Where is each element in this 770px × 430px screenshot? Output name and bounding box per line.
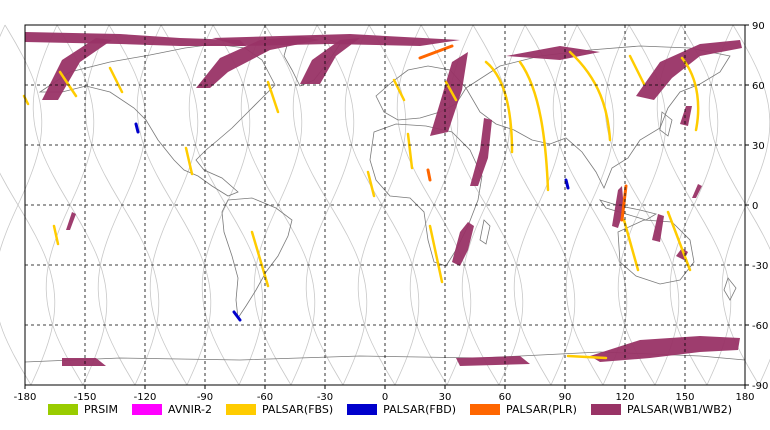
coast-new-zealand [723, 277, 737, 301]
x-tick-label: 0 [382, 392, 388, 403]
coast-madagascar [479, 219, 491, 245]
legend-item-prsim: PRSIM [48, 403, 118, 416]
swath-fbs [428, 224, 444, 284]
legend-label-prsim: PRSIM [84, 403, 118, 416]
swath-plr [620, 184, 628, 222]
swath-wb [692, 184, 702, 198]
gridlines [25, 25, 745, 385]
swath-fbd [134, 122, 140, 134]
swath-fbd [564, 178, 570, 190]
legend-item-wb: PALSAR(WB1/WB2) [590, 403, 733, 416]
legend-label-fbs: PALSAR(FBS) [261, 403, 334, 416]
swath-wb [66, 212, 76, 230]
swath-fbd [232, 310, 242, 322]
legend-label-wb: PALSAR(WB1/WB2) [626, 403, 733, 416]
swath-fbs [266, 80, 280, 114]
swath-wb [25, 32, 246, 46]
x-tick-label: -180 [14, 392, 37, 403]
x-tick-label: 150 [675, 392, 694, 403]
swath-fbs [666, 210, 692, 272]
legend-label-plr: PALSAR(PLR) [506, 403, 577, 416]
swath-wb [652, 214, 664, 242]
x-tick-label: -90 [197, 392, 213, 403]
legend-item-plr: PALSAR(PLR) [470, 403, 577, 416]
swath-fbs [406, 132, 414, 170]
observation-swaths [22, 32, 742, 366]
swath-fbs [108, 66, 124, 94]
swath-fbs [680, 56, 700, 132]
x-tick-label: -30 [317, 392, 333, 403]
legend-item-fbs: PALSAR(FBS) [225, 403, 334, 416]
swath-fbs [518, 60, 550, 192]
legend-item-fbd: PALSAR(FBD) [347, 403, 456, 416]
swath-wb [430, 52, 468, 136]
swath-plr [418, 44, 454, 60]
swath-wb [506, 46, 600, 60]
legend-swatch-plr [470, 404, 501, 415]
coast-antarctica [24, 351, 746, 363]
x-tick-label: 90 [559, 392, 572, 403]
x-tick-label: 180 [735, 392, 754, 403]
x-tick-label: 120 [615, 392, 634, 403]
swath-fbs [52, 224, 60, 246]
swath-wb [456, 356, 530, 366]
swath-wb [42, 38, 112, 100]
legend-swatch-prsim [48, 404, 78, 415]
swath-fbs [566, 354, 608, 360]
swath-wb [212, 34, 460, 46]
swath-fbs [622, 218, 640, 272]
swath-fbs [568, 50, 612, 142]
swath-wb [590, 336, 740, 362]
coast-europe [375, 65, 467, 121]
legend-label-fbd: PALSAR(FBD) [383, 403, 457, 416]
coast-south-america [221, 197, 293, 320]
y-tick-label: -60 [752, 321, 768, 332]
swath-fbs [184, 146, 194, 176]
legend-swatch-wb [590, 404, 621, 415]
x-tick-label: -60 [257, 392, 273, 403]
legend-swatch-avnir [132, 404, 162, 415]
x-tick-label: 60 [499, 392, 512, 403]
swath-wb [680, 106, 692, 126]
legend-swatch-fbd [347, 404, 378, 415]
swath-wb [300, 38, 360, 84]
swath-fbs [392, 78, 406, 102]
y-tick-label: -30 [752, 261, 768, 272]
x-tick-label: -120 [134, 392, 157, 403]
legend-item-avnir: AVNIR-2 [132, 403, 212, 416]
swath-fbs [484, 60, 514, 154]
x-tick-label: -150 [74, 392, 97, 403]
swath-plr [426, 168, 432, 182]
swath-wb [470, 118, 492, 186]
swath-fbs [58, 70, 78, 98]
swath-fbs [366, 170, 376, 198]
y-tick-label: 30 [752, 141, 765, 152]
y-tick-label: 60 [752, 81, 765, 92]
y-tick-label: 0 [752, 201, 758, 212]
y-tick-label: -90 [752, 381, 768, 392]
legend-swatch-fbs [225, 404, 256, 415]
legend: PRSIM AVNIR-2 PALSAR(FBS) PALSAR(FBD) PA… [48, 403, 746, 416]
legend-label-avnir: AVNIR-2 [168, 403, 212, 416]
swath-wb [452, 222, 474, 266]
y-tick-label: 90 [752, 21, 765, 32]
axis-ticks: -180 -150 -120 -90 -60 -30 0 30 60 90 120 150 180 90 6… [14, 21, 769, 403]
swath-wb [62, 358, 106, 366]
swath-fbs [628, 54, 646, 86]
coast-japan [659, 111, 673, 137]
x-tick-label: 30 [439, 392, 452, 403]
coast-asia [465, 45, 731, 189]
